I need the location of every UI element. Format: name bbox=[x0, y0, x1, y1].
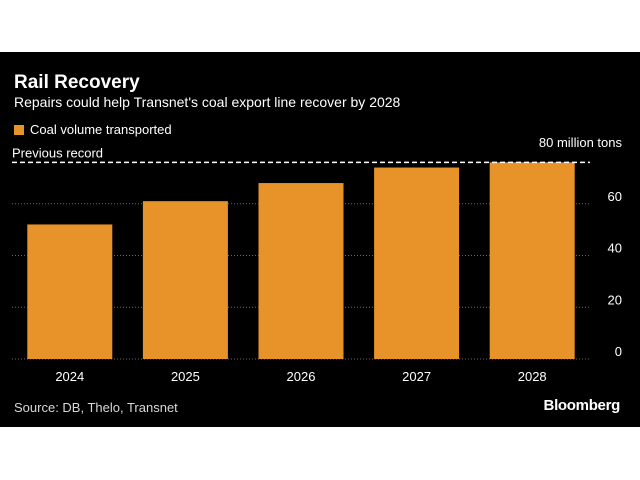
x-tick-label: 2025 bbox=[171, 369, 200, 384]
source-note: Source: DB, Thelo, Transnet bbox=[14, 400, 178, 415]
x-tick-label: 2028 bbox=[518, 369, 547, 384]
legend-swatch bbox=[14, 124, 24, 135]
bar bbox=[142, 201, 228, 359]
x-tick-label: 2026 bbox=[287, 369, 316, 384]
bar-chart: 0 20 40 60 80 million tons 2024 2025 2026 2027 20… bbox=[12, 135, 623, 384]
y-tick-label: 60 bbox=[608, 189, 622, 204]
bar bbox=[489, 162, 575, 359]
chart-card: 0 20 40 60 80 million tons 2024 2025 2026 2027 20… bbox=[0, 52, 640, 427]
bar bbox=[374, 167, 460, 359]
y-axis-top-label: 80 million tons bbox=[539, 135, 623, 150]
legend-label: Coal volume transported bbox=[30, 122, 172, 137]
bar bbox=[258, 183, 344, 359]
x-tick-label: 2027 bbox=[402, 369, 431, 384]
y-tick-label: 0 bbox=[615, 344, 622, 359]
y-tick-label: 40 bbox=[608, 241, 622, 256]
reference-line-label: Previous record bbox=[12, 145, 103, 160]
legend: Coal volume transported bbox=[14, 122, 172, 137]
y-tick-label: 20 bbox=[608, 292, 622, 307]
bar bbox=[27, 224, 113, 359]
chart-subtitle: Repairs could help Transnet's coal expor… bbox=[14, 94, 401, 110]
chart-title: Rail Recovery bbox=[14, 72, 140, 93]
x-tick-label: 2024 bbox=[55, 369, 84, 384]
bloomberg-logo: Bloomberg bbox=[543, 397, 621, 414]
